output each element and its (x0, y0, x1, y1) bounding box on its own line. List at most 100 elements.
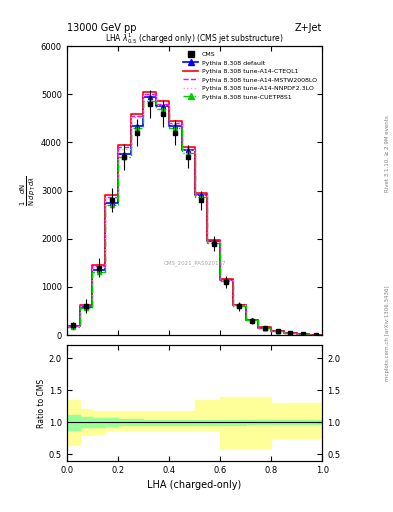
Pythia 8.308 tune-CUETP8S1 (77, 305, 82, 311)
Pythia 8.308 default (90, 304, 95, 310)
Pythia 8.308 tune-A14-NNPDF2.3LO (129, 114, 133, 120)
Pythia 8.308 tune-A14-NNPDF2.3LO (281, 328, 286, 334)
Pythia 8.308 tune-CUETP8S1 (256, 325, 261, 331)
Pythia 8.308 tune-CUETP8S1 (90, 305, 95, 311)
Pythia 8.308 tune-A14-NNPDF2.3LO (205, 239, 210, 245)
Pythia 8.308 tune-A14-NNPDF2.3LO (256, 317, 261, 323)
Pythia 8.308 tune-CUETP8S1 (129, 154, 133, 160)
Pythia 8.308 tune-CUETP8S1 (294, 330, 299, 336)
Pythia 8.308 default (218, 276, 222, 283)
Pythia 8.308 tune-CUETP8S1 (269, 328, 274, 334)
Pythia 8.308 tune-CUETP8S1 (129, 125, 133, 131)
Pythia 8.308 tune-A14-NNPDF2.3LO (294, 331, 299, 337)
Pythia 8.308 tune-CUETP8S1 (218, 240, 222, 246)
Pythia 8.308 tune-A14-NNPDF2.3LO (64, 323, 69, 329)
Text: mcplots.cern.ch [arXiv:1306.3436]: mcplots.cern.ch [arXiv:1306.3436] (385, 285, 389, 380)
Pythia 8.308 tune-A14-MSTW2008LO (281, 328, 286, 334)
Pythia 8.308 default (243, 317, 248, 323)
Pythia 8.308 tune-A14-MSTW2008LO (179, 120, 184, 126)
Pythia 8.308 default (218, 238, 222, 244)
Pythia 8.308 tune-CUETP8S1 (77, 324, 82, 330)
Pythia 8.308 tune-A14-MSTW2008LO (167, 101, 171, 107)
Pythia 8.308 default (116, 200, 120, 206)
Pythia 8.308 tune-A14-CTEQL1 (294, 331, 299, 337)
Pythia 8.308 default (129, 122, 133, 129)
Line: Pythia 8.308 tune-A14-CTEQL1: Pythia 8.308 tune-A14-CTEQL1 (67, 92, 322, 335)
Pythia 8.308 default (154, 103, 158, 110)
Pythia 8.308 tune-A14-CTEQL1 (243, 302, 248, 308)
Pythia 8.308 tune-CUETP8S1 (141, 98, 146, 104)
Pythia 8.308 default (192, 193, 197, 199)
Pythia 8.308 tune-A14-NNPDF2.3LO (103, 195, 108, 201)
Pythia 8.308 default (281, 328, 286, 334)
Pythia 8.308 tune-A14-MSTW2008LO (141, 113, 146, 119)
Pythia 8.308 tune-A14-MSTW2008LO (116, 144, 120, 151)
Pythia 8.308 tune-CUETP8S1 (281, 328, 286, 334)
Pythia 8.308 default (256, 317, 261, 323)
Pythia 8.308 tune-A14-CTEQL1 (77, 302, 82, 308)
Pythia 8.308 tune-A14-CTEQL1 (64, 323, 69, 329)
Pythia 8.308 tune-A14-MSTW2008LO (90, 303, 95, 309)
Pythia 8.308 default (141, 94, 146, 100)
Pythia 8.308 tune-CUETP8S1 (90, 268, 95, 274)
Pythia 8.308 default (77, 324, 82, 330)
Pythia 8.308 tune-A14-MSTW2008LO (192, 191, 197, 198)
Pythia 8.308 tune-CUETP8S1 (116, 202, 120, 208)
Pythia 8.308 tune-A14-NNPDF2.3LO (230, 302, 235, 308)
Pythia 8.308 tune-A14-CTEQL1 (218, 237, 222, 243)
Pythia 8.308 default (307, 332, 312, 338)
Pythia 8.308 tune-A14-CTEQL1 (281, 330, 286, 336)
Pythia 8.308 tune-A14-MSTW2008LO (307, 331, 312, 337)
Pythia 8.308 tune-A14-CTEQL1 (179, 144, 184, 151)
Pythia 8.308 tune-A14-MSTW2008LO (205, 238, 210, 244)
Pythia 8.308 tune-A14-CTEQL1 (167, 118, 171, 124)
Pythia 8.308 default (179, 146, 184, 153)
Pythia 8.308 tune-A14-NNPDF2.3LO (167, 121, 171, 127)
Pythia 8.308 tune-A14-NNPDF2.3LO (205, 193, 210, 199)
Pythia 8.308 tune-CUETP8S1 (307, 331, 312, 337)
Pythia 8.308 tune-A14-CTEQL1 (116, 142, 120, 148)
Pythia 8.308 default (230, 276, 235, 283)
Pythia 8.308 default (269, 328, 274, 334)
Pythia 8.308 tune-A14-NNPDF2.3LO (269, 328, 274, 334)
Pythia 8.308 tune-CUETP8S1 (230, 303, 235, 309)
Pythia 8.308 tune-CUETP8S1 (205, 240, 210, 246)
Pythia 8.308 tune-CUETP8S1 (243, 317, 248, 324)
Pythia 8.308 tune-A14-MSTW2008LO (90, 263, 95, 269)
Text: Z+Jet: Z+Jet (295, 23, 322, 33)
Pythia 8.308 default (230, 302, 235, 308)
Pythia 8.308 tune-A14-MSTW2008LO (77, 323, 82, 329)
Pythia 8.308 tune-A14-MSTW2008LO (243, 302, 248, 308)
Text: Rivet 3.1.10, ≥ 2.9M events: Rivet 3.1.10, ≥ 2.9M events (385, 115, 389, 192)
Pythia 8.308 tune-A14-MSTW2008LO (269, 328, 274, 334)
Pythia 8.308 default (281, 330, 286, 336)
Pythia 8.308 default (294, 330, 299, 336)
Pythia 8.308 tune-A14-MSTW2008LO (141, 91, 146, 97)
Pythia 8.308 tune-A14-MSTW2008LO (192, 145, 197, 152)
Pythia 8.308 tune-A14-NNPDF2.3LO (218, 277, 222, 283)
Pythia 8.308 tune-CUETP8S1 (154, 98, 158, 104)
Pythia 8.308 tune-A14-MSTW2008LO (103, 194, 108, 200)
Pythia 8.308 default (129, 152, 133, 158)
Pythia 8.308 default (192, 146, 197, 153)
Legend: CMS, Pythia 8.308 default, Pythia 8.308 tune-A14-CTEQL1, Pythia 8.308 tune-A14-M: CMS, Pythia 8.308 default, Pythia 8.308 … (180, 49, 319, 102)
Pythia 8.308 tune-A14-CTEQL1 (256, 325, 261, 331)
X-axis label: LHA (charged-only): LHA (charged-only) (147, 480, 242, 490)
Pythia 8.308 tune-CUETP8S1 (179, 125, 184, 131)
Pythia 8.308 tune-A14-CTEQL1 (90, 302, 95, 308)
Pythia 8.308 tune-A14-NNPDF2.3LO (256, 325, 261, 331)
Pythia 8.308 tune-A14-NNPDF2.3LO (294, 330, 299, 336)
Pythia 8.308 tune-A14-MSTW2008LO (281, 330, 286, 336)
Pythia 8.308 tune-A14-MSTW2008LO (294, 331, 299, 337)
Pythia 8.308 tune-A14-MSTW2008LO (116, 194, 120, 200)
Pythia 8.308 tune-A14-MSTW2008LO (167, 120, 171, 126)
Pythia 8.308 default (167, 122, 171, 129)
Pythia 8.308 tune-A14-NNPDF2.3LO (154, 92, 158, 98)
Pythia 8.308 tune-CUETP8S1 (320, 332, 325, 338)
Pythia 8.308 tune-A14-CTEQL1 (77, 323, 82, 329)
Pythia 8.308 tune-A14-NNPDF2.3LO (192, 193, 197, 199)
Pythia 8.308 tune-A14-CTEQL1 (307, 331, 312, 337)
Pythia 8.308 tune-CUETP8S1 (167, 105, 171, 112)
Pythia 8.308 tune-CUETP8S1 (307, 332, 312, 338)
Pythia 8.308 tune-A14-MSTW2008LO (256, 317, 261, 323)
